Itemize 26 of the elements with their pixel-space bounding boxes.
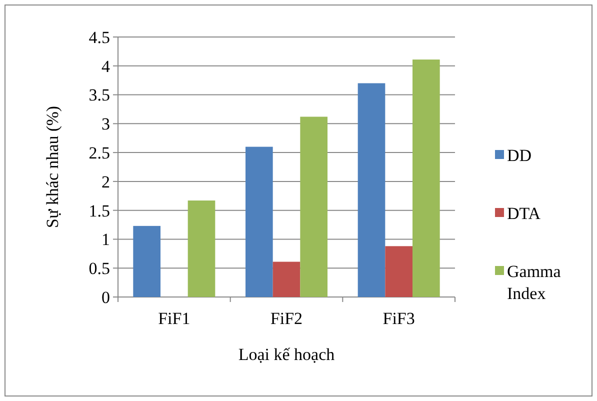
- y-tick-label: 4.5: [88, 28, 110, 47]
- x-axis-title: Loại kế hoạch: [238, 345, 336, 364]
- legend-label: Gamma Index: [507, 262, 562, 304]
- y-tick-label: 0: [102, 288, 110, 307]
- bar: [188, 200, 216, 297]
- y-tick-label: 1.5: [88, 201, 110, 220]
- bar: [300, 116, 328, 297]
- bar: [412, 60, 440, 297]
- x-tick-label: FiF2: [270, 309, 303, 328]
- y-tick-label: 3: [102, 114, 110, 134]
- y-axis-title: Sự khác nhau (%): [43, 106, 62, 228]
- legend-label: DD: [507, 146, 532, 165]
- legend-label: DTA: [507, 204, 542, 223]
- y-tick-label: 2: [102, 172, 110, 192]
- y-tick-label: 2.5: [88, 144, 110, 163]
- y-tick-label: 3.5: [88, 86, 110, 105]
- y-tick-label: 4: [102, 56, 110, 76]
- bar: [272, 262, 300, 297]
- y-tick-label: 1: [102, 230, 110, 250]
- x-tick-label: FiF3: [382, 309, 415, 328]
- x-tick-label: FiF1: [158, 309, 190, 328]
- bar: [385, 246, 412, 297]
- bar: [133, 226, 160, 297]
- y-tick-label: 0.5: [88, 259, 110, 278]
- bar: [246, 146, 273, 297]
- bar: [358, 83, 386, 297]
